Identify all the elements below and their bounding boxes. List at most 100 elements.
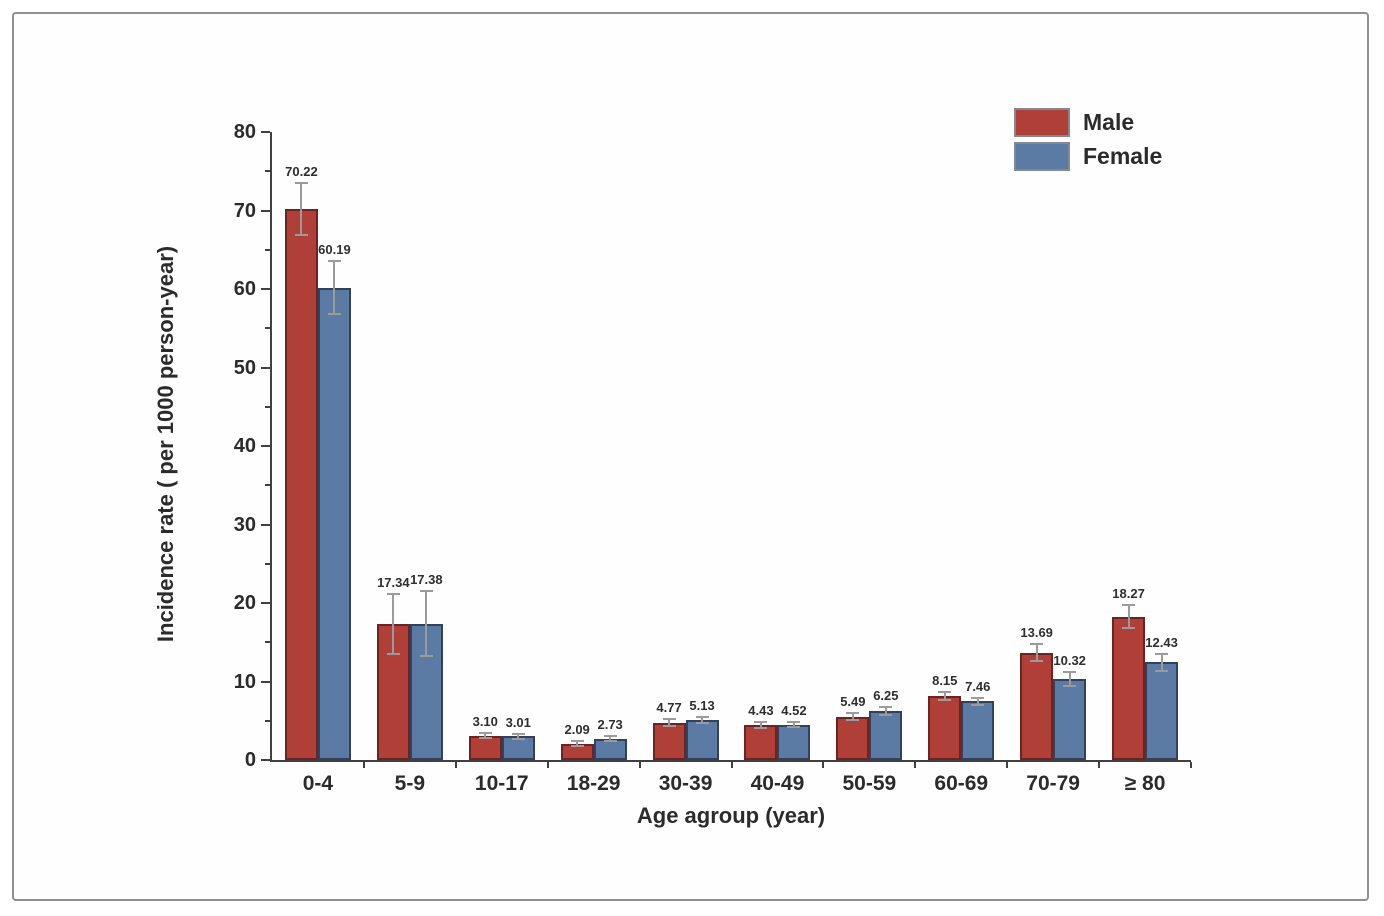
bar-male — [284, 208, 318, 760]
bar-female — [685, 719, 719, 760]
error-bar-cap-bottom — [1063, 685, 1077, 688]
x-boundary-tick — [546, 762, 549, 768]
x-boundary-tick — [914, 762, 917, 768]
error-bar-cap-bottom — [938, 699, 952, 702]
x-tick-label: 70-79 — [1026, 772, 1080, 795]
value-label-female: 6.25 — [873, 688, 899, 703]
value-label-male: 4.43 — [748, 703, 774, 719]
x-boundary-tick — [1190, 762, 1192, 768]
error-bar-cap-bottom — [1155, 670, 1169, 673]
y-minor-tick — [265, 719, 270, 722]
y-minor-tick — [265, 248, 270, 251]
y-tick-label: 80 — [233, 121, 256, 143]
value-label-female: 4.52 — [781, 702, 807, 718]
error-bar-cap-bottom — [294, 233, 308, 236]
error-bar-cap-bottom — [419, 654, 433, 657]
y-tick-label: 20 — [233, 592, 256, 614]
error-bar-cap-bottom — [971, 704, 985, 707]
y-tick-label: 10 — [233, 670, 256, 693]
bar-female — [317, 287, 351, 760]
value-label-female: 2.73 — [597, 716, 623, 732]
error-bar-line — [425, 591, 428, 656]
x-boundary-tick — [638, 762, 641, 768]
legend: Male Female — [1014, 107, 1162, 175]
error-bar-cap-top — [1063, 670, 1077, 673]
bar-male — [468, 735, 502, 760]
y-minor-tick — [265, 170, 270, 173]
error-bar-line — [759, 722, 762, 728]
error-bar-cap-bottom — [1030, 660, 1044, 663]
y-minor-tick — [265, 641, 270, 644]
value-label-female: 10.32 — [1053, 652, 1086, 668]
error-bar-line — [484, 733, 487, 738]
error-bar-line — [517, 734, 520, 739]
x-tick-label: 40-49 — [750, 772, 805, 795]
x-boundary-tick — [822, 762, 825, 768]
y-tick-label: 50 — [233, 356, 256, 379]
x-axis-line — [270, 760, 1191, 762]
bar-female — [961, 701, 995, 760]
value-label-female: 60.19 — [318, 241, 351, 257]
legend-label: Male — [1083, 108, 1135, 135]
error-bar-line — [392, 594, 395, 654]
y-major-tick — [261, 523, 270, 526]
error-bar-cap-top — [695, 715, 709, 718]
value-label-male: 70.22 — [285, 163, 318, 179]
error-bar-cap-top — [419, 590, 433, 593]
value-label-male: 13.69 — [1020, 624, 1053, 640]
error-bar-line — [609, 735, 612, 742]
bar-male — [376, 623, 410, 760]
bar-male — [652, 722, 686, 760]
y-major-tick — [261, 366, 270, 369]
error-bar-line — [792, 721, 795, 728]
value-label-male: 8.15 — [932, 672, 958, 688]
error-bar-cap-top — [511, 733, 525, 736]
error-bar-cap-top — [570, 740, 584, 743]
bar-male — [836, 716, 870, 760]
y-major-tick — [261, 602, 270, 604]
y-major-tick — [261, 680, 270, 683]
y-major-tick — [261, 445, 270, 447]
y-axis-title: Incidence rate ( per 1000 person-year) — [153, 245, 178, 643]
error-bar-cap-bottom — [478, 737, 492, 740]
x-tick-label: 10-17 — [474, 772, 529, 795]
error-bar-cap-top — [754, 721, 768, 724]
y-minor-tick — [265, 327, 270, 330]
error-bar-cap-bottom — [570, 744, 584, 747]
error-bar-cap-top — [846, 712, 860, 715]
y-minor-tick — [265, 562, 270, 565]
error-bar-line — [701, 716, 704, 723]
error-bar-line — [1035, 643, 1038, 662]
x-boundary-tick — [454, 762, 457, 768]
legend-swatch-female — [1014, 141, 1070, 171]
x-tick-label: 50-59 — [842, 772, 897, 795]
error-bar-cap-top — [1155, 652, 1169, 655]
bar-male — [744, 725, 778, 760]
value-label-female: 7.46 — [965, 678, 991, 694]
error-bar-cap-top — [938, 690, 952, 693]
x-boundary-tick — [1006, 762, 1009, 768]
x-tick-label: 30-39 — [658, 772, 713, 795]
legend-item-female: Female — [1014, 141, 1162, 171]
y-tick-label: 30 — [233, 513, 256, 536]
error-bar-cap-bottom — [386, 652, 400, 655]
bar-female — [777, 724, 811, 760]
y-major-tick — [261, 209, 270, 212]
x-axis-title: Age agroup (year) — [636, 803, 826, 828]
error-bar-line — [1160, 653, 1163, 672]
y-major-tick — [261, 759, 270, 761]
error-bar-line — [333, 260, 336, 315]
value-label-male: 2.09 — [564, 722, 590, 738]
legend-swatch-male — [1014, 107, 1070, 137]
y-axis-line — [270, 132, 272, 762]
y-tick-label: 60 — [233, 278, 256, 300]
legend-label: Female — [1083, 142, 1163, 169]
bar-female — [869, 710, 903, 760]
x-boundary-tick — [362, 762, 365, 768]
x-tick-label: 18-29 — [566, 772, 621, 795]
error-bar-cap-top — [294, 181, 308, 184]
error-bar-line — [851, 713, 854, 721]
error-bar-cap-top — [787, 720, 801, 723]
error-bar-line — [300, 182, 303, 235]
y-minor-tick — [265, 484, 270, 487]
